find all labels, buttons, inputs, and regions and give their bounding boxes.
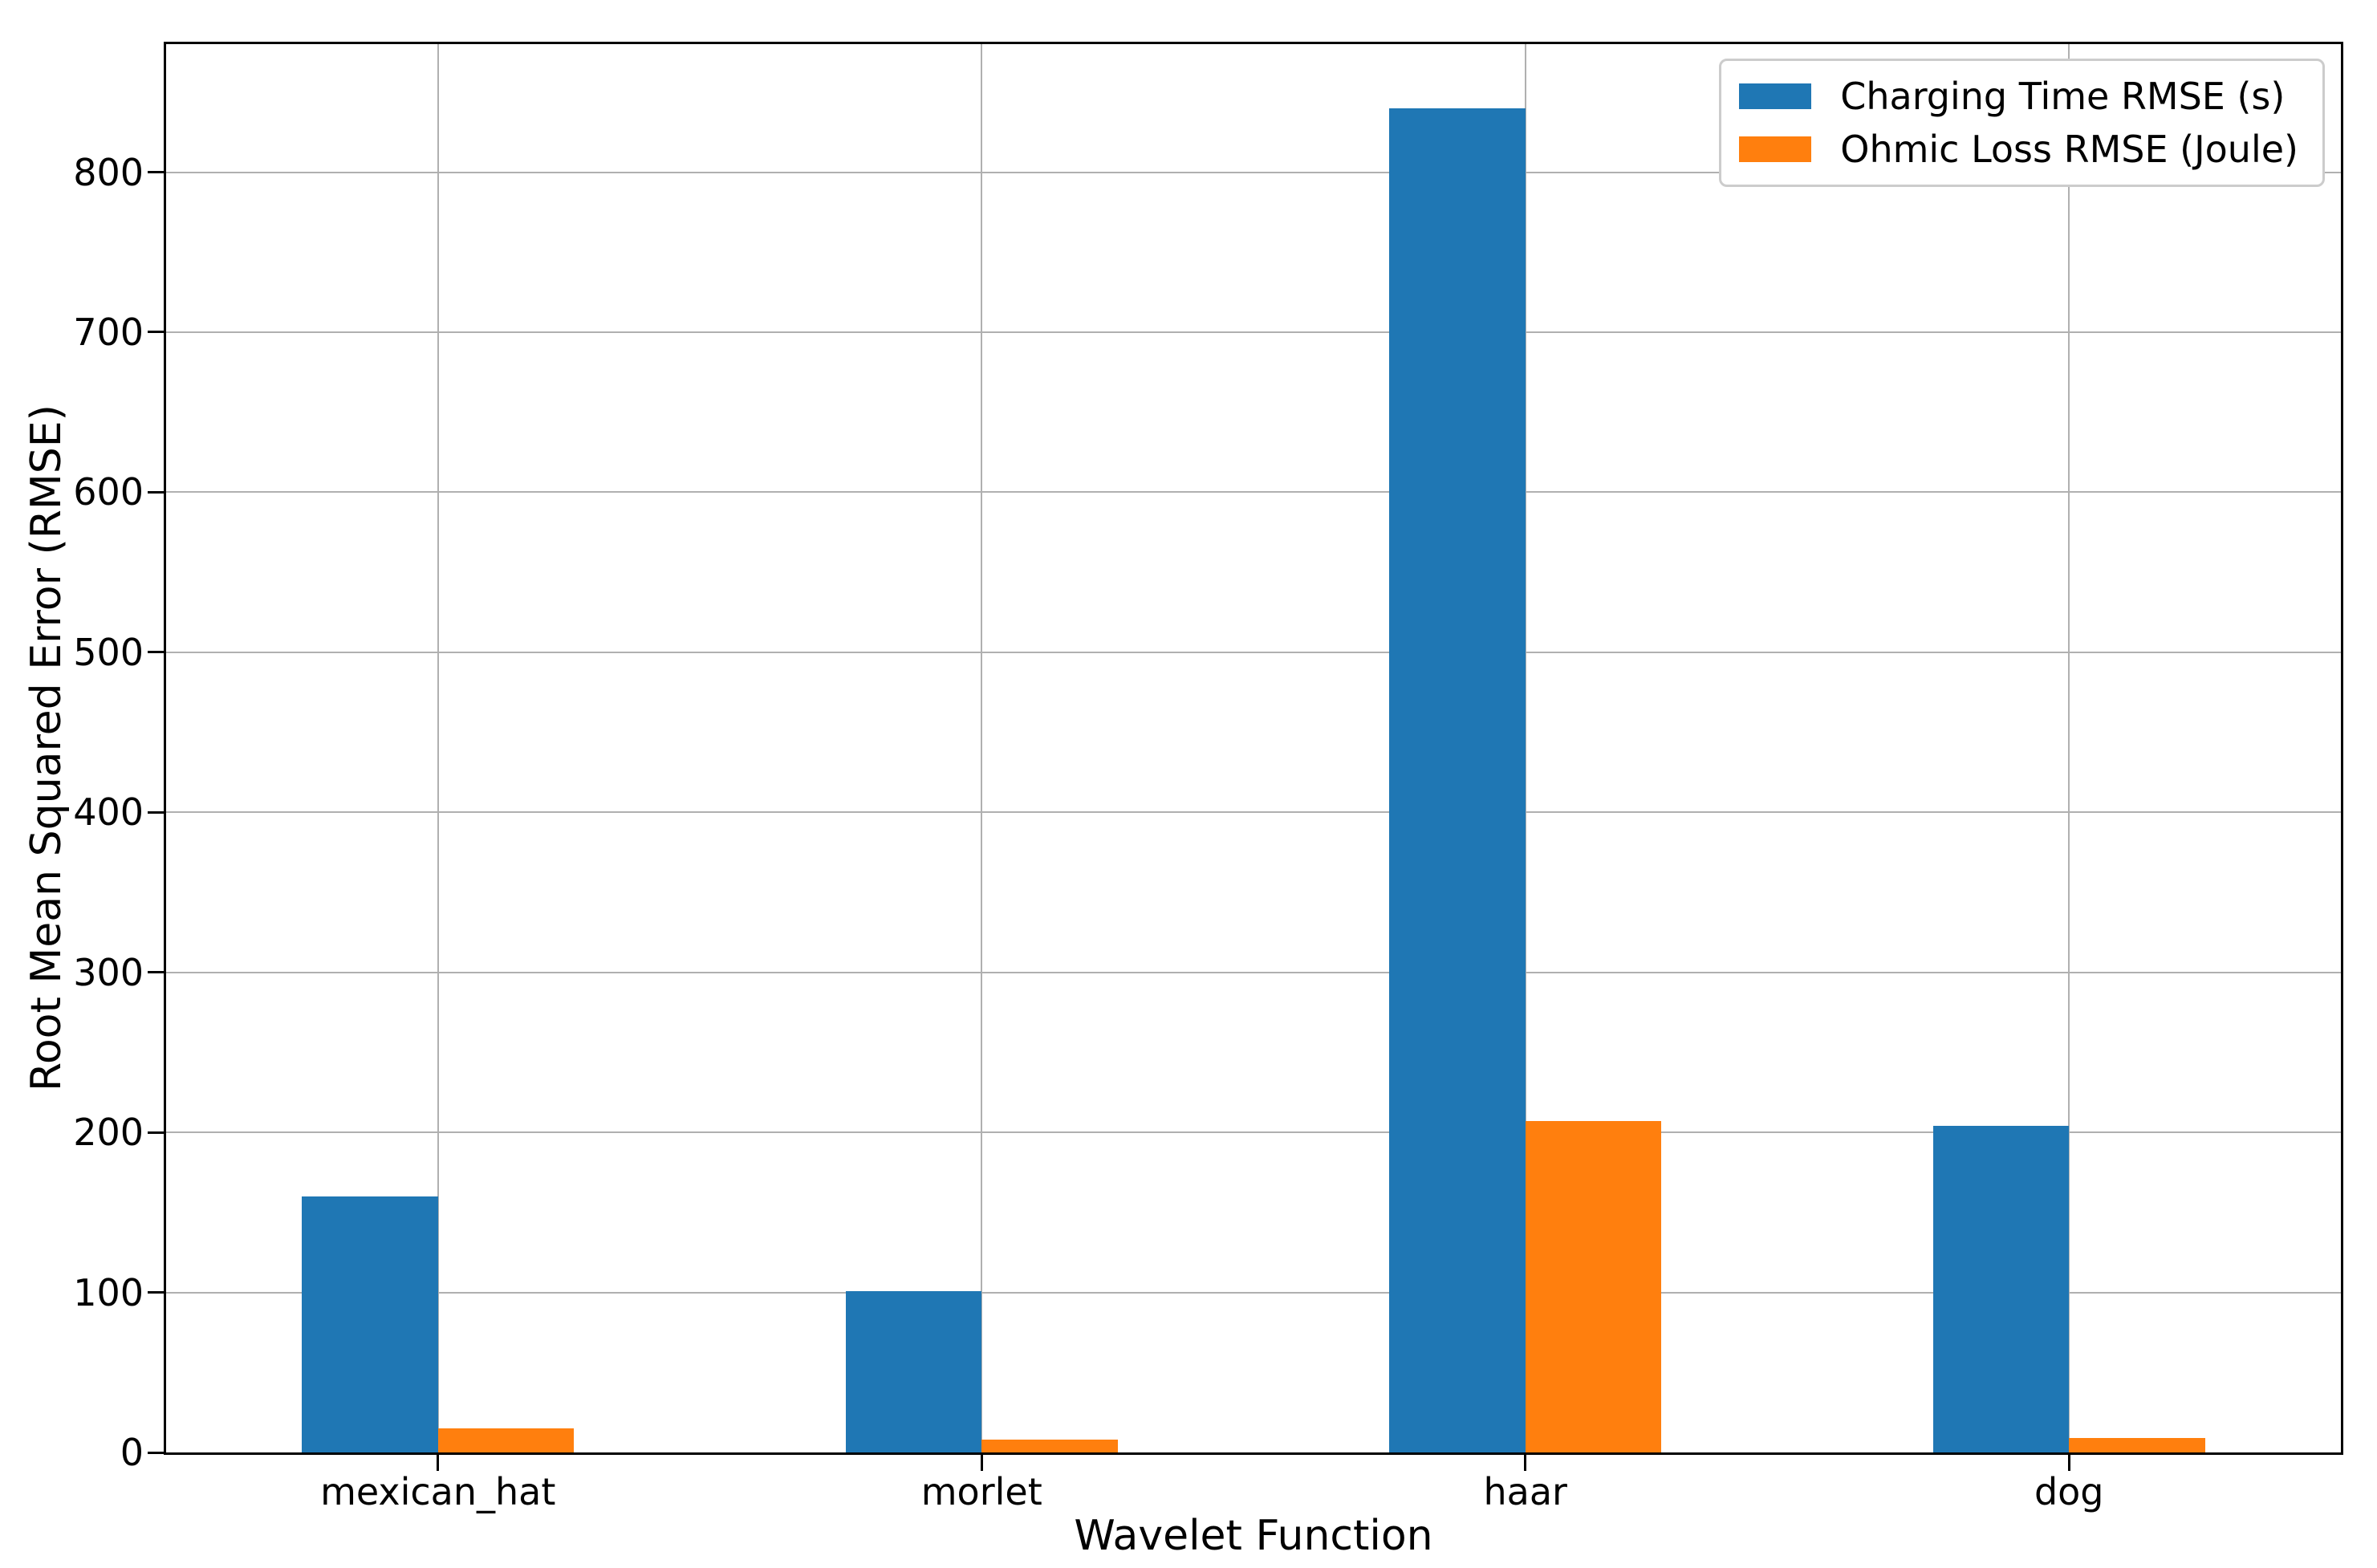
bar (1525, 1121, 1662, 1452)
legend: Charging Time RMSE (s) Ohmic Loss RMSE (… (1719, 59, 2325, 187)
v-gridline (2068, 44, 2070, 1452)
y-tick-mark (148, 331, 166, 334)
x-tick-mark (2067, 1452, 2070, 1471)
legend-label: Charging Time RMSE (s) (1840, 75, 2286, 118)
legend-item: Ohmic Loss RMSE (Joule) (1739, 125, 2298, 173)
h-gridline (166, 971, 2341, 973)
y-tick-mark (148, 1451, 166, 1454)
x-tick-mark (980, 1452, 983, 1471)
y-tick-label: 400 (73, 790, 144, 835)
y-tick-label: 100 (73, 1270, 144, 1314)
y-tick-mark (148, 490, 166, 494)
h-gridline (166, 491, 2341, 494)
y-tick-mark (148, 171, 166, 174)
y-tick-mark (148, 651, 166, 654)
legend-item: Charging Time RMSE (s) (1739, 72, 2298, 120)
y-tick-label: 200 (73, 1111, 144, 1155)
bar (437, 1428, 575, 1452)
tick-layer: 0 100 200 300 400 500 600 700 800 mexican_hat morl… (73, 44, 2341, 1510)
legend-swatch-ohmic-loss (1739, 136, 1812, 162)
y-tick-label: 600 (73, 470, 144, 514)
x-tick-label: haar (1483, 1470, 1567, 1513)
v-gridline (1524, 44, 1526, 1452)
h-gridline (166, 171, 2341, 173)
x-tick-mark (1524, 1452, 1527, 1471)
y-tick-label: 300 (73, 950, 144, 994)
grid-layer (166, 44, 2341, 1452)
y-tick-mark (148, 971, 166, 974)
y-tick-mark (148, 1291, 166, 1294)
h-gridline (166, 651, 2341, 653)
y-tick-mark (148, 1131, 166, 1134)
h-gridline (166, 331, 2341, 333)
bar (1389, 108, 1526, 1452)
x-tick-mark (437, 1452, 440, 1471)
y-tick-label: 0 (120, 1431, 144, 1474)
v-gridline (437, 44, 439, 1452)
x-tick-label: morlet (920, 1470, 1042, 1513)
h-gridline (166, 811, 2341, 814)
bar (2069, 1438, 2205, 1452)
y-tick-mark (148, 810, 166, 814)
x-tick-label: dog (2034, 1470, 2104, 1513)
h-gridline (166, 1291, 2341, 1294)
x-axis-label: Wavelet Function (1074, 1512, 1433, 1560)
h-gridline (166, 1131, 2341, 1134)
bar (302, 1196, 438, 1452)
bar-layer (166, 44, 2341, 1452)
x-tick-label: mexican_hat (320, 1470, 556, 1513)
v-gridline (981, 44, 983, 1452)
bar (845, 1290, 982, 1452)
bar (1932, 1126, 2070, 1452)
y-tick-label: 700 (73, 310, 144, 354)
plot-area: 0 100 200 300 400 500 600 700 800 mexican_hat morl… (73, 42, 2343, 1510)
legend-label: Ohmic Loss RMSE (Joule) (1840, 128, 2298, 171)
y-tick-label: 500 (73, 630, 144, 674)
bar (981, 1440, 1118, 1452)
y-tick-label: 800 (73, 150, 144, 194)
legend-swatch-charging-time (1739, 83, 1812, 109)
